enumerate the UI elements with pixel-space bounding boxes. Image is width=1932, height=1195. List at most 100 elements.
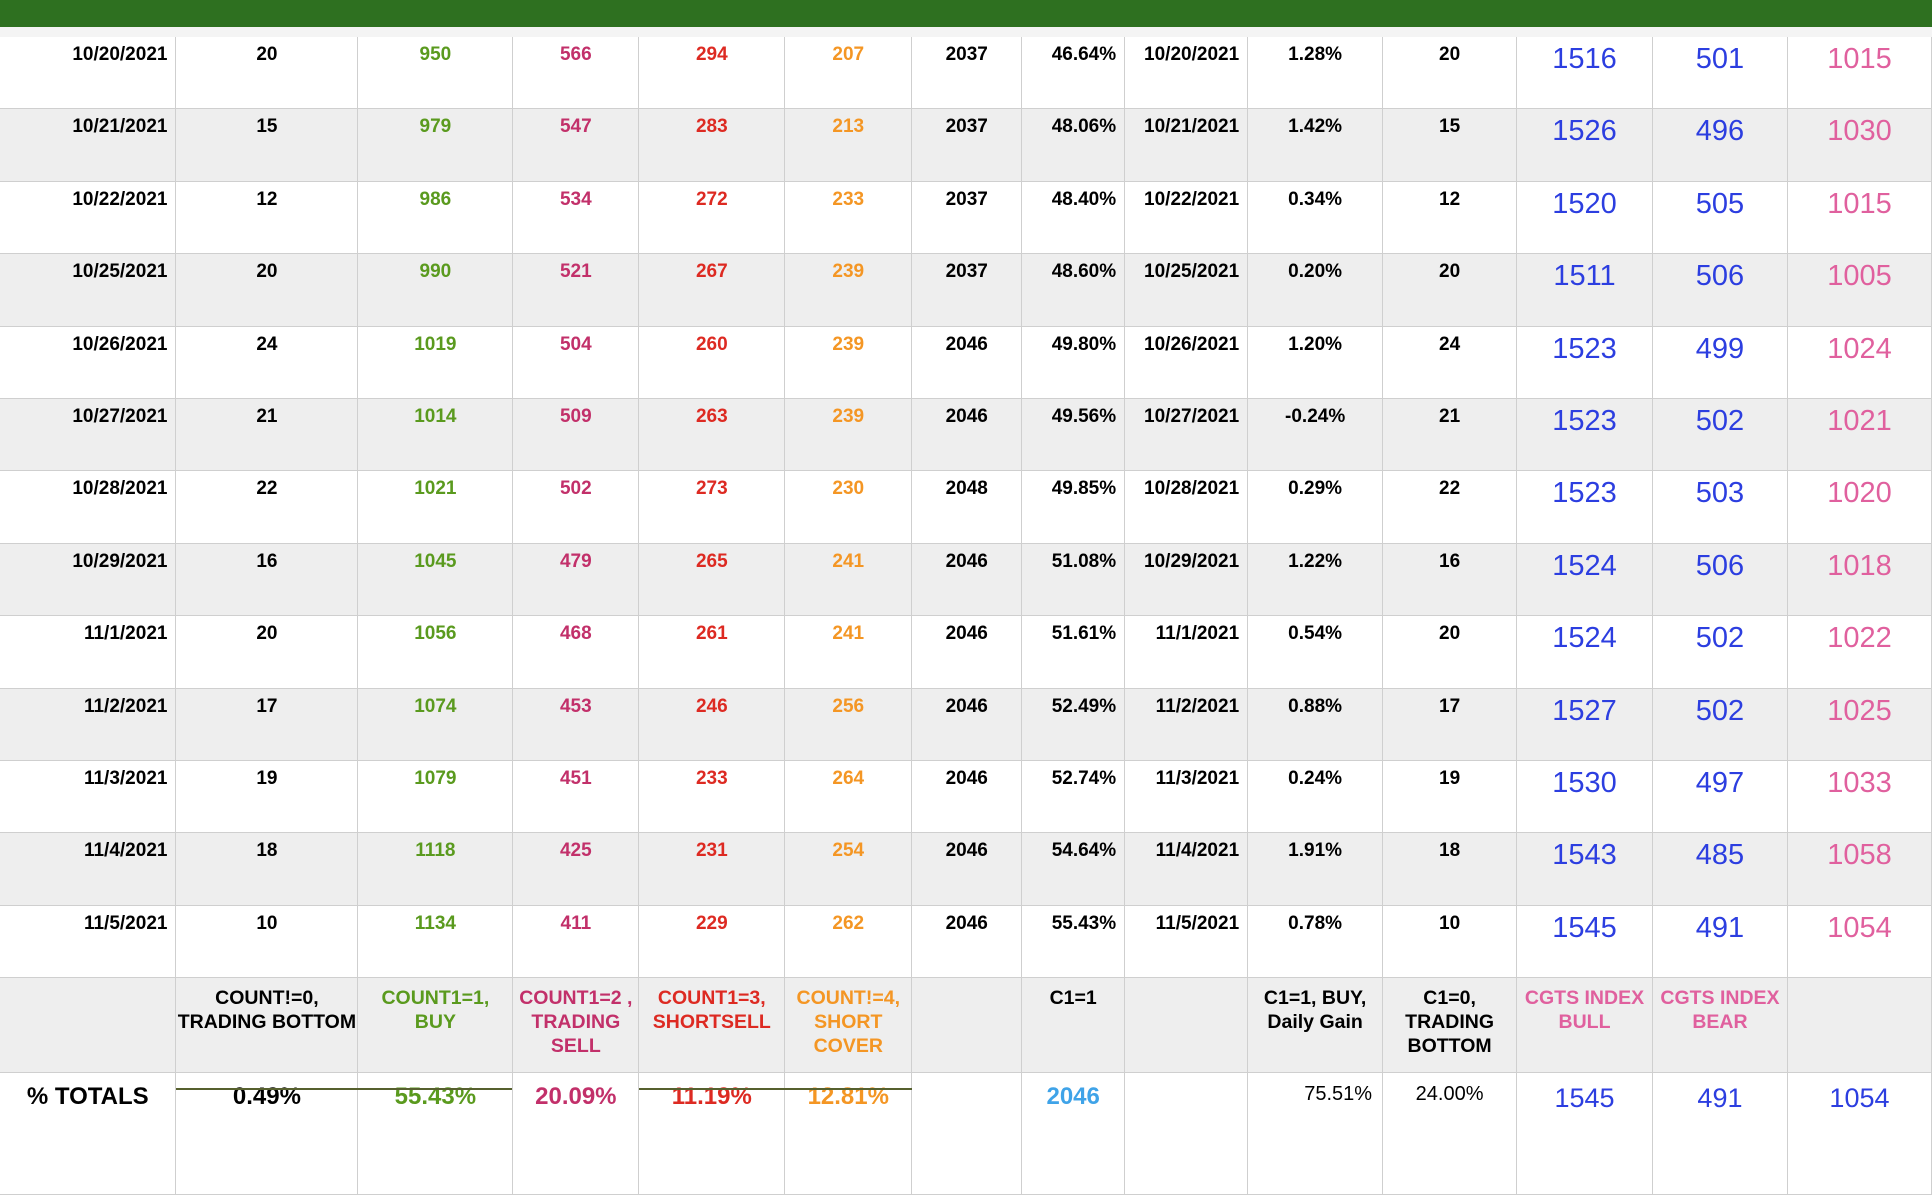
- daily-gain-cell[interactable]: 0.34%: [1247, 181, 1384, 255]
- label-cell-empty[interactable]: [1787, 977, 1932, 1074]
- total-c0[interactable]: 24.00%: [1382, 1072, 1518, 1195]
- daily-gain-cell[interactable]: 0.24%: [1247, 760, 1384, 834]
- date-cell-2[interactable]: 11/3/2021: [1124, 760, 1249, 834]
- count0-cell-2[interactable]: 18: [1382, 832, 1518, 906]
- percent-cell[interactable]: 48.40%: [1021, 181, 1126, 255]
- date-cell[interactable]: 11/1/2021: [0, 615, 177, 689]
- count2-cell[interactable]: 547: [512, 108, 640, 182]
- count3-cell[interactable]: 283: [638, 108, 786, 182]
- index-bear-cell[interactable]: 502: [1652, 688, 1788, 761]
- count2-cell[interactable]: 521: [512, 253, 640, 327]
- count1-cell[interactable]: 1019: [357, 326, 514, 399]
- daily-gain-cell[interactable]: 1.42%: [1247, 108, 1384, 182]
- daily-gain-cell[interactable]: 1.22%: [1247, 543, 1384, 617]
- count1-cell[interactable]: 986: [357, 181, 514, 255]
- total-cell-empty[interactable]: [911, 1072, 1023, 1195]
- count0-cell-2[interactable]: 21: [1382, 398, 1518, 472]
- count1-cell[interactable]: 1056: [357, 615, 514, 689]
- index-bull-cell[interactable]: 1523: [1516, 398, 1653, 472]
- total-cell[interactable]: 2046: [911, 760, 1023, 834]
- total-c1-buy[interactable]: 75.51%: [1247, 1072, 1384, 1195]
- index-bear-cell[interactable]: 499: [1652, 326, 1788, 399]
- date-cell[interactable]: 10/25/2021: [0, 253, 177, 327]
- percent-cell[interactable]: 48.60%: [1021, 253, 1126, 327]
- total-count3[interactable]: 11.19%: [638, 1072, 786, 1195]
- count1-cell[interactable]: 1134: [357, 905, 514, 979]
- count2-cell[interactable]: 566: [512, 37, 640, 110]
- date-cell-2[interactable]: 10/22/2021: [1124, 181, 1249, 255]
- total-cell[interactable]: 2046: [911, 398, 1023, 472]
- count0-cell-2[interactable]: 16: [1382, 543, 1518, 617]
- date-cell[interactable]: 10/22/2021: [0, 181, 177, 255]
- count0-cell-2[interactable]: 20: [1382, 615, 1518, 689]
- count0-cell-2[interactable]: 12: [1382, 181, 1518, 255]
- count4-cell[interactable]: 256: [784, 688, 913, 761]
- count3-cell[interactable]: 231: [638, 832, 786, 906]
- count4-cell[interactable]: 239: [784, 326, 913, 399]
- count0-cell[interactable]: 18: [175, 832, 359, 906]
- count0-cell-2[interactable]: 10: [1382, 905, 1518, 979]
- count2-cell[interactable]: 411: [512, 905, 640, 979]
- date-cell-2[interactable]: 10/21/2021: [1124, 108, 1249, 182]
- date-cell[interactable]: 11/5/2021: [0, 905, 177, 979]
- label-count4[interactable]: COUNT!=4, SHORT COVER: [784, 977, 913, 1074]
- total-cell[interactable]: 2046: [911, 543, 1023, 617]
- index-bull-cell[interactable]: 1526: [1516, 108, 1653, 182]
- count4-cell[interactable]: 207: [784, 37, 913, 110]
- label-index-bull[interactable]: CGTS INDEX BULL: [1516, 977, 1653, 1074]
- daily-gain-cell[interactable]: 1.20%: [1247, 326, 1384, 399]
- index-bear-cell[interactable]: 502: [1652, 398, 1788, 472]
- date-cell[interactable]: 10/29/2021: [0, 543, 177, 617]
- date-cell[interactable]: 11/4/2021: [0, 832, 177, 906]
- index-cell[interactable]: 1024: [1787, 326, 1932, 399]
- total-cell[interactable]: 2046: [911, 688, 1023, 761]
- date-cell[interactable]: 10/20/2021: [0, 37, 177, 110]
- count0-cell[interactable]: 15: [175, 108, 359, 182]
- total-cell[interactable]: 2037: [911, 37, 1023, 110]
- count1-cell[interactable]: 1021: [357, 470, 514, 544]
- count4-cell[interactable]: 262: [784, 905, 913, 979]
- total-cell[interactable]: 2046: [911, 615, 1023, 689]
- count3-cell[interactable]: 272: [638, 181, 786, 255]
- count1-cell[interactable]: 979: [357, 108, 514, 182]
- count0-cell[interactable]: 22: [175, 470, 359, 544]
- count0-cell[interactable]: 10: [175, 905, 359, 979]
- date-cell[interactable]: 10/27/2021: [0, 398, 177, 472]
- daily-gain-cell[interactable]: 0.20%: [1247, 253, 1384, 327]
- total-index[interactable]: 1054: [1787, 1072, 1932, 1195]
- index-cell[interactable]: 1005: [1787, 253, 1932, 327]
- count3-cell[interactable]: 233: [638, 760, 786, 834]
- count3-cell[interactable]: 261: [638, 615, 786, 689]
- date-cell-2[interactable]: 11/5/2021: [1124, 905, 1249, 979]
- count3-cell[interactable]: 273: [638, 470, 786, 544]
- total-count0[interactable]: 0.49%: [175, 1072, 359, 1195]
- percent-cell[interactable]: 49.85%: [1021, 470, 1126, 544]
- date-cell-2[interactable]: 10/26/2021: [1124, 326, 1249, 399]
- count0-cell-2[interactable]: 20: [1382, 253, 1518, 327]
- percent-cell[interactable]: 51.61%: [1021, 615, 1126, 689]
- count1-cell[interactable]: 950: [357, 37, 514, 110]
- date-cell-2[interactable]: 11/1/2021: [1124, 615, 1249, 689]
- total-cell[interactable]: 2046: [911, 832, 1023, 906]
- label-c1-buy[interactable]: C1=1, BUY, Daily Gain: [1247, 977, 1384, 1074]
- index-cell[interactable]: 1022: [1787, 615, 1932, 689]
- total-index-bull[interactable]: 1545: [1516, 1072, 1653, 1195]
- count0-cell[interactable]: 12: [175, 181, 359, 255]
- date-cell-2[interactable]: 10/20/2021: [1124, 37, 1249, 110]
- index-bull-cell[interactable]: 1523: [1516, 470, 1653, 544]
- percent-cell[interactable]: 55.43%: [1021, 905, 1126, 979]
- count0-cell-2[interactable]: 24: [1382, 326, 1518, 399]
- index-bear-cell[interactable]: 503: [1652, 470, 1788, 544]
- count1-cell[interactable]: 1014: [357, 398, 514, 472]
- index-bear-cell[interactable]: 506: [1652, 543, 1788, 617]
- totals-label[interactable]: % TOTALS: [0, 1072, 177, 1195]
- index-bear-cell[interactable]: 505: [1652, 181, 1788, 255]
- total-cell[interactable]: 2037: [911, 108, 1023, 182]
- date-cell[interactable]: 11/2/2021: [0, 688, 177, 761]
- total-cell[interactable]: 2048: [911, 470, 1023, 544]
- daily-gain-cell[interactable]: -0.24%: [1247, 398, 1384, 472]
- count4-cell[interactable]: 213: [784, 108, 913, 182]
- count3-cell[interactable]: 263: [638, 398, 786, 472]
- date-cell-2[interactable]: 10/25/2021: [1124, 253, 1249, 327]
- index-cell[interactable]: 1015: [1787, 181, 1932, 255]
